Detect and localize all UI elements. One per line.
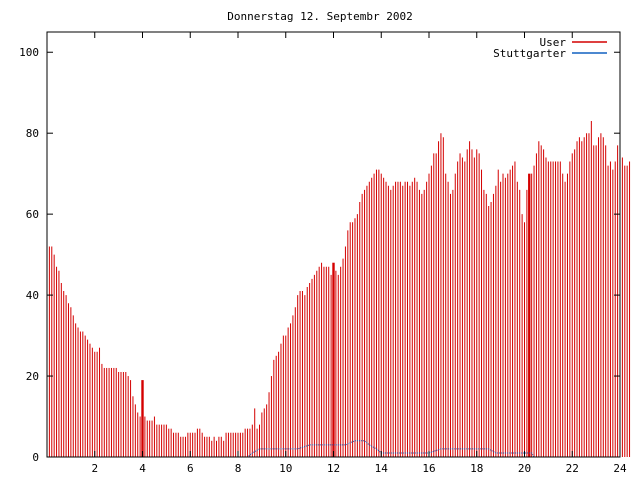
x-tick-label: 14 [375,462,389,475]
x-tick-label: 20 [518,462,531,475]
y-tick-label: 80 [26,127,39,140]
y-tick-label: 60 [26,208,39,221]
y-tick-label: 20 [26,370,39,383]
y-axis-ticks: 0 20 40 60 80 100 [19,46,620,464]
x-tick-label: 22 [566,462,579,475]
x-tick-label: 8 [235,462,242,475]
legend-label-stuttgarter: Stuttgarter [493,47,566,60]
x-tick-label: 12 [327,462,340,475]
x-tick-label: 6 [187,462,194,475]
user-series-bars [46,121,631,457]
y-tick-label: 100 [19,46,39,59]
x-tick-label: 4 [139,462,146,475]
x-tick-label: 10 [279,462,292,475]
y-tick-label: 0 [32,451,39,464]
x-tick-label: 2 [91,462,98,475]
user-series-highlight-bars [141,173,531,457]
legend-label-user: User [540,36,567,49]
x-tick-label: 24 [613,462,627,475]
user-highlight-bar [332,262,335,457]
chart-legend: User Stuttgarter [493,36,607,60]
x-tick-label: 16 [422,462,435,475]
x-tick-label: 18 [470,462,483,475]
user-highlight-bar [528,173,531,457]
chart-title: Donnerstag 12. Septembr 2002 [227,10,412,23]
y-tick-label: 40 [26,289,39,302]
user-highlight-bar [141,380,144,457]
x-axis-ticks: 2 4 6 8 10 12 14 16 18 20 22 24 [91,32,627,475]
